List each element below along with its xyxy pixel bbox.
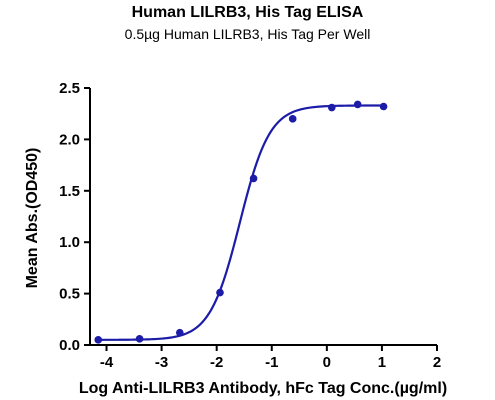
- y-tick-label: 2.5: [59, 80, 80, 97]
- x-axis-label: Log Anti-LILRB3 Antibody, hFc Tag Conc.(…: [79, 380, 447, 397]
- y-tick-label: 0.5: [59, 286, 80, 303]
- x-tick-label: 0: [323, 354, 331, 371]
- fit-curve: [98, 104, 384, 341]
- chart-subtitle: 0.5µg Human LILRB3, His Tag Per Well: [124, 26, 371, 42]
- y-tick-label: 0.0: [59, 337, 80, 354]
- data-point: [175, 328, 184, 337]
- x-tick-label: -4: [100, 354, 114, 371]
- data-point: [353, 100, 362, 109]
- x-tick-label: -2: [210, 354, 223, 371]
- x-tick-label: 2: [433, 354, 441, 371]
- data-points-layer: [94, 100, 388, 344]
- data-point: [135, 335, 144, 343]
- x-tick-label: -3: [155, 354, 168, 371]
- data-point: [216, 288, 224, 297]
- data-point: [288, 115, 297, 123]
- x-tick-label: -1: [265, 354, 278, 371]
- x-tick-label: 1: [378, 354, 386, 371]
- data-point: [379, 102, 388, 111]
- data-point: [249, 174, 258, 183]
- chart-title: Human LILRB3, His Tag ELISA: [131, 4, 364, 21]
- data-point: [94, 336, 103, 344]
- y-tick-label: 2.0: [59, 131, 80, 148]
- y-tick-label: 1.5: [59, 183, 80, 200]
- y-tick-label: 1.0: [59, 234, 80, 251]
- fit-curve-layer: [98, 104, 384, 341]
- data-point: [327, 103, 336, 112]
- axes: -4 -3 -2 -1 0 1 2 0.0 0.5 1.0 1.5 2.0 2.5: [59, 80, 441, 371]
- y-axis-label: Mean Abs.(OD450): [24, 148, 41, 289]
